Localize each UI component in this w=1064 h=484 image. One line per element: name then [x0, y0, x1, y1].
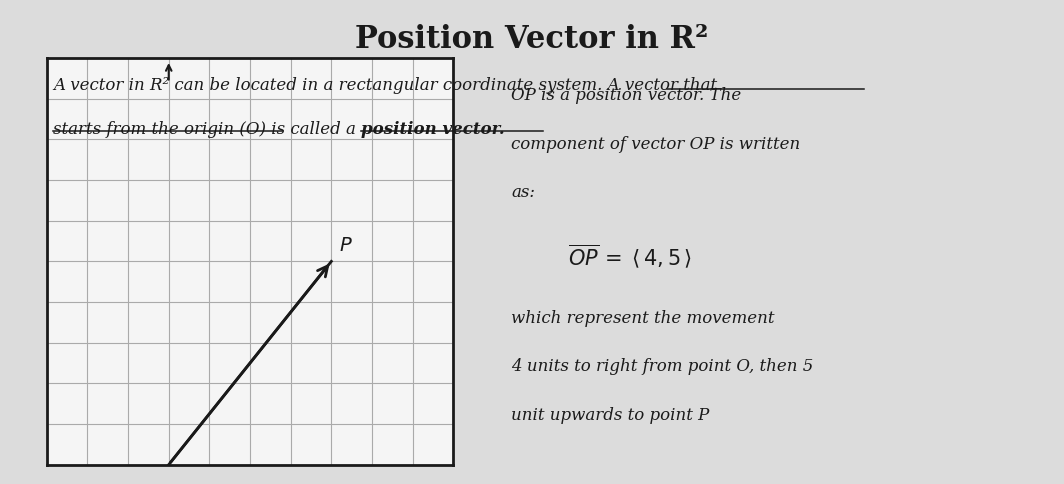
Text: P: P — [339, 236, 351, 255]
Text: Position Vector in R²: Position Vector in R² — [355, 24, 709, 55]
Text: unit upwards to point P: unit upwards to point P — [512, 407, 710, 424]
Text: $\overline{OP}$$\,=\;\langle\,4,5\,\rangle$: $\overline{OP}$$\,=\;\langle\,4,5\,\rang… — [568, 242, 692, 270]
Text: component of vector OP is written: component of vector OP is written — [512, 136, 800, 152]
Text: position vector.: position vector. — [361, 121, 504, 138]
Text: O: O — [161, 483, 177, 484]
Text: 4 units to right from point O, then 5: 4 units to right from point O, then 5 — [512, 358, 814, 375]
Text: starts from the origin (O) is called a: starts from the origin (O) is called a — [53, 121, 362, 138]
Text: OP is a position vector. The: OP is a position vector. The — [512, 87, 742, 104]
Text: A vector in R² can be located in a rectangular coordinate system. A vector that: A vector in R² can be located in a recta… — [53, 77, 717, 94]
Text: as:: as: — [512, 184, 535, 201]
Text: which represent the movement: which represent the movement — [512, 310, 775, 327]
